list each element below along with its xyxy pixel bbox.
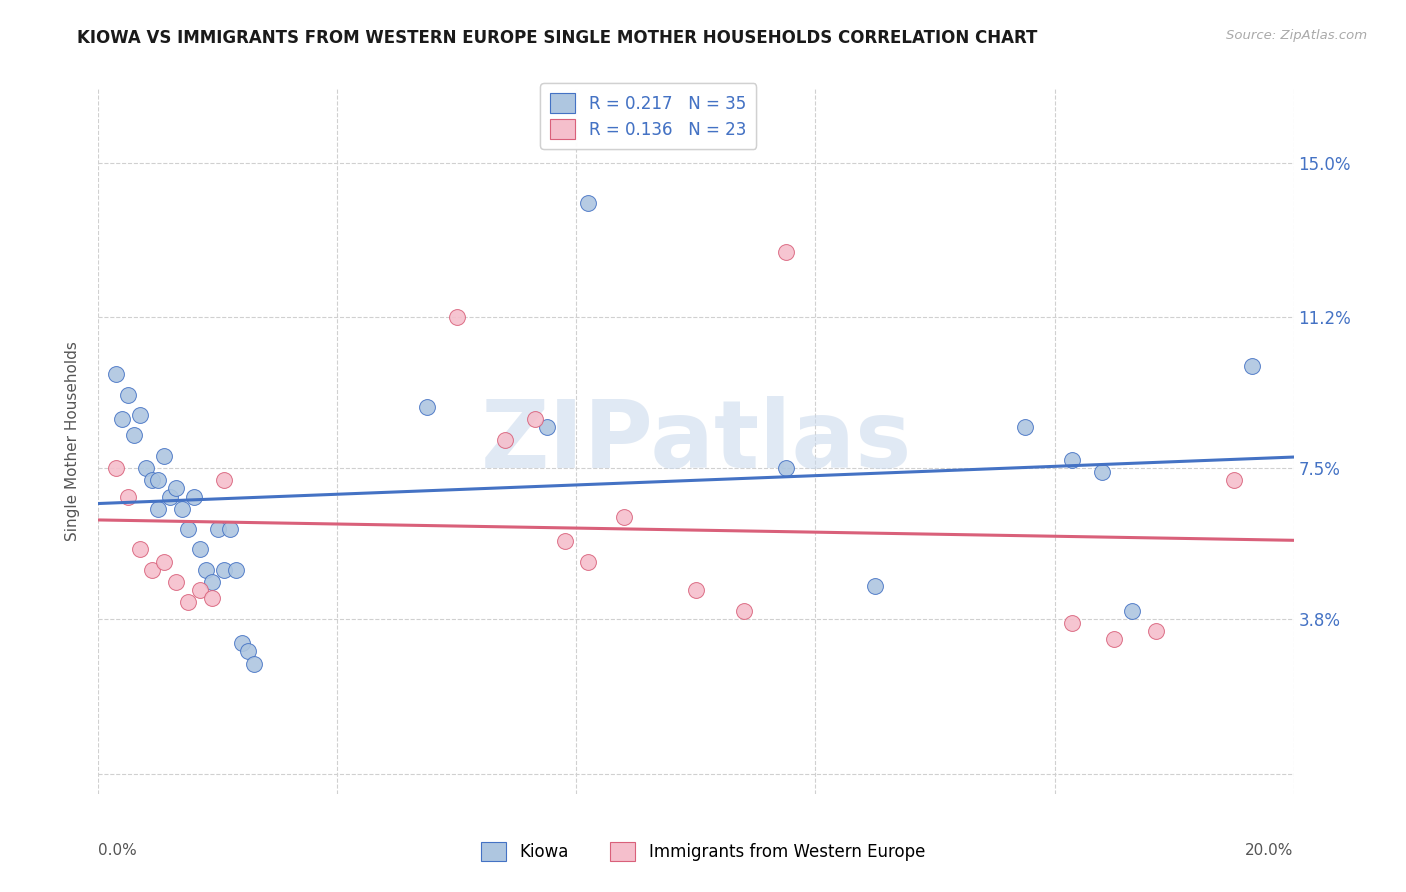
Point bbox=[141, 563, 163, 577]
Point bbox=[212, 473, 235, 487]
Point bbox=[177, 522, 200, 536]
Point bbox=[1014, 420, 1036, 434]
Text: 20.0%: 20.0% bbox=[1246, 843, 1294, 858]
Point bbox=[153, 449, 176, 463]
Point bbox=[865, 579, 887, 593]
Point bbox=[117, 387, 139, 401]
Text: ZIPatlas: ZIPatlas bbox=[481, 395, 911, 488]
Point bbox=[105, 461, 128, 475]
Point bbox=[1091, 465, 1114, 479]
Text: 0.0%: 0.0% bbox=[98, 843, 138, 858]
Point bbox=[554, 534, 576, 549]
Point bbox=[148, 501, 170, 516]
Point bbox=[188, 542, 211, 557]
Legend: Kiowa, Immigrants from Western Europe: Kiowa, Immigrants from Western Europe bbox=[474, 835, 932, 868]
Point bbox=[733, 604, 755, 618]
Point bbox=[159, 490, 181, 504]
Point bbox=[153, 555, 176, 569]
Point bbox=[207, 522, 229, 536]
Point bbox=[236, 644, 259, 658]
Point bbox=[1144, 624, 1167, 638]
Point bbox=[148, 473, 170, 487]
Point bbox=[141, 473, 163, 487]
Point bbox=[1121, 604, 1143, 618]
Point bbox=[416, 400, 439, 414]
Point bbox=[188, 583, 211, 598]
Point bbox=[111, 412, 134, 426]
Point bbox=[1223, 473, 1246, 487]
Point bbox=[172, 501, 194, 516]
Point bbox=[775, 245, 797, 260]
Point bbox=[231, 636, 253, 650]
Point bbox=[536, 420, 558, 434]
Point bbox=[129, 408, 152, 422]
Point bbox=[578, 196, 600, 211]
Point bbox=[165, 482, 187, 496]
Point bbox=[195, 563, 218, 577]
Point bbox=[177, 595, 200, 609]
Point bbox=[578, 555, 600, 569]
Point bbox=[105, 368, 128, 382]
Point bbox=[219, 522, 242, 536]
Point bbox=[201, 575, 224, 590]
Point bbox=[225, 563, 247, 577]
Legend: R = 0.217   N = 35, R = 0.136   N = 23: R = 0.217 N = 35, R = 0.136 N = 23 bbox=[540, 84, 756, 149]
Point bbox=[613, 509, 636, 524]
Point bbox=[1104, 632, 1126, 646]
Point bbox=[446, 310, 468, 325]
Point bbox=[117, 490, 139, 504]
Text: KIOWA VS IMMIGRANTS FROM WESTERN EUROPE SINGLE MOTHER HOUSEHOLDS CORRELATION CHA: KIOWA VS IMMIGRANTS FROM WESTERN EUROPE … bbox=[77, 29, 1038, 46]
Point bbox=[1062, 615, 1084, 630]
Point bbox=[523, 412, 546, 426]
Point bbox=[183, 490, 205, 504]
Point bbox=[1062, 453, 1084, 467]
Point bbox=[129, 542, 152, 557]
Point bbox=[135, 461, 157, 475]
Text: Source: ZipAtlas.com: Source: ZipAtlas.com bbox=[1226, 29, 1367, 42]
Point bbox=[685, 583, 707, 598]
Point bbox=[494, 433, 516, 447]
Point bbox=[775, 461, 797, 475]
Point bbox=[201, 591, 224, 606]
Y-axis label: Single Mother Households: Single Mother Households bbox=[65, 342, 80, 541]
Point bbox=[1240, 359, 1263, 374]
Point bbox=[212, 563, 235, 577]
Point bbox=[124, 428, 146, 442]
Point bbox=[165, 575, 187, 590]
Point bbox=[243, 657, 266, 671]
